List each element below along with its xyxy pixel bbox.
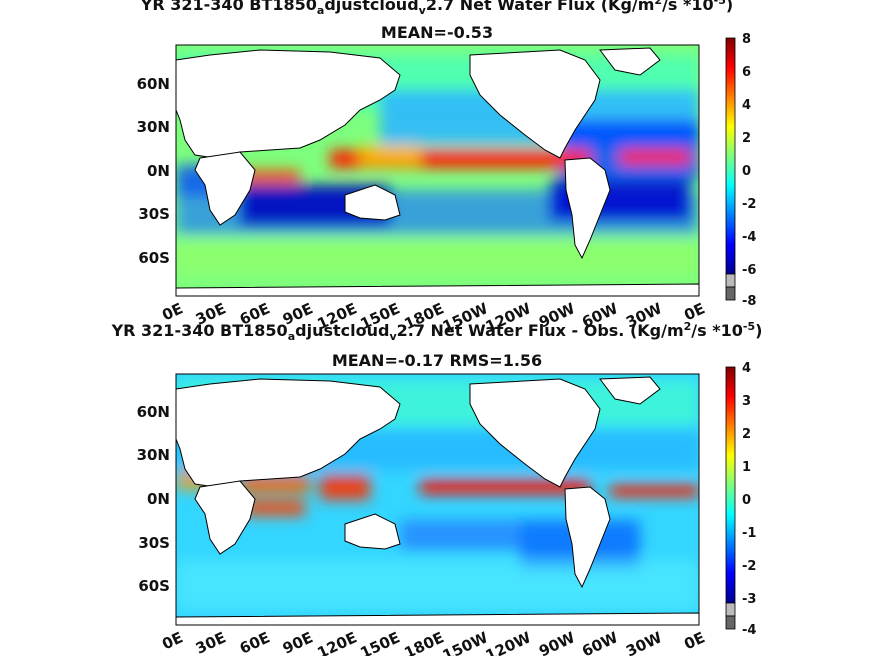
x-tick-label: 0E xyxy=(159,628,185,653)
x-tick-label: 120E xyxy=(314,628,359,656)
colorbar-tick-label: 2 xyxy=(742,427,751,442)
colorbar-tick-label: 6 xyxy=(742,65,751,80)
y-tick-label: 30N xyxy=(137,118,170,136)
panel-2-y-axis: 60N 30N 0N 30S 60S xyxy=(137,403,170,595)
panel-2-x-axis: 0E 30E 60E 90E 120E 150E 180E 150W 120W … xyxy=(159,628,707,656)
colorbar-tick-label: 4 xyxy=(742,98,751,113)
colorbar-tick-label: 0 xyxy=(742,164,751,179)
colorbar-tick-label: 4 xyxy=(742,361,751,376)
x-tick-label: 0E xyxy=(681,628,707,653)
colorbar-tick-label: -4 xyxy=(742,623,756,638)
y-tick-label: 60N xyxy=(137,75,170,93)
x-tick-label: 30W xyxy=(623,628,665,656)
y-tick-label: 0N xyxy=(147,162,170,180)
panel-2-land xyxy=(176,376,699,625)
colorbar-tick-label: 2 xyxy=(742,131,751,146)
panel-2-frame xyxy=(175,373,700,626)
x-tick-label: 30E xyxy=(193,628,229,656)
x-tick-label: 60W xyxy=(579,628,621,656)
colorbar-tick-label: -1 xyxy=(742,526,756,541)
panel-1-title: YR 321-340 BT1850adjustcloudv2.7 Net Wat… xyxy=(140,0,733,17)
x-tick-label: 90E xyxy=(280,628,316,656)
panel-1-subtitle: MEAN=-0.53 xyxy=(381,23,493,42)
colorbar-tick-label: 1 xyxy=(742,460,751,475)
panel-2-colorbar: 4 3 2 1 0 -1 -2 -3 -4 xyxy=(725,361,756,638)
colorbar-tick-label: -2 xyxy=(742,197,756,212)
x-tick-label: 180E xyxy=(401,628,446,656)
y-tick-label: 60S xyxy=(138,249,170,267)
colorbar-tick-label: -4 xyxy=(742,230,756,245)
x-tick-label: 90W xyxy=(536,628,578,656)
panel-1-y-axis: 60N 30N 0N 30S 60S xyxy=(137,75,170,267)
colorbar-tick-label: -2 xyxy=(742,559,756,574)
colorbar-tick-label: 3 xyxy=(742,394,751,409)
y-tick-label: 30S xyxy=(138,205,170,223)
panel-1: YR 321-340 BT1850adjustcloudv2.7 Net Wat… xyxy=(137,0,757,336)
colorbar-tick-label: -3 xyxy=(742,592,756,607)
panel-2: YR 321-340 BT1850adjustcloudv2.7 Net Wat… xyxy=(111,320,763,656)
panel-1-colorbar: 8 6 4 2 0 -2 -4 -6 -8 xyxy=(725,32,756,309)
y-tick-label: 30N xyxy=(137,446,170,464)
x-tick-label: 120W xyxy=(483,628,534,656)
x-tick-label: 150E xyxy=(357,628,402,656)
panel-2-subtitle: MEAN=-0.17 RMS=1.56 xyxy=(332,351,542,370)
y-tick-label: 0N xyxy=(147,490,170,508)
y-tick-label: 60N xyxy=(137,403,170,421)
y-tick-label: 60S xyxy=(138,577,170,595)
colorbar-tick-label: 0 xyxy=(742,493,751,508)
colorbar-tick-label: 8 xyxy=(742,32,751,47)
y-tick-label: 30S xyxy=(138,534,170,552)
colorbar-tick-label: -8 xyxy=(742,294,756,309)
x-tick-label: 60E xyxy=(237,628,273,656)
colorbar-tick-label: -6 xyxy=(742,263,756,278)
panel-2-title: YR 321-340 BT1850adjustcloudv2.7 Net Wat… xyxy=(111,320,763,343)
panel-1-land xyxy=(176,47,699,296)
panel-1-frame xyxy=(175,44,700,297)
